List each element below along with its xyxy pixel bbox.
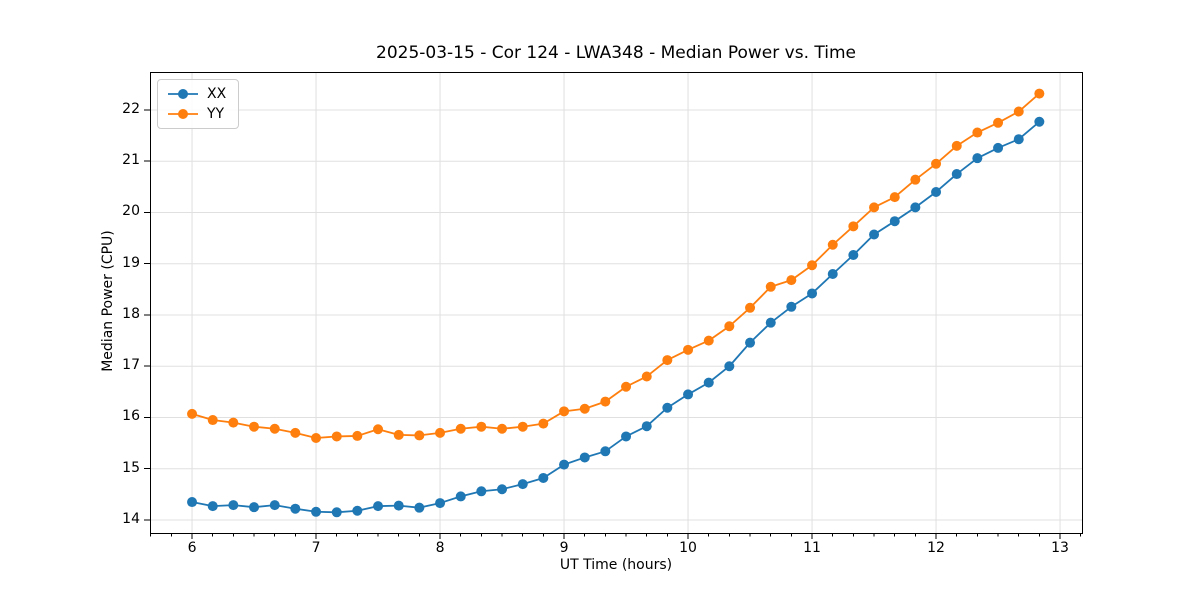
x-tick-label: 12 <box>927 540 945 556</box>
y-tick-label: 15 <box>122 459 140 476</box>
y-tick-label: 16 <box>122 408 140 425</box>
y-tick-label: 19 <box>122 254 140 271</box>
legend-item-yy: YY <box>167 107 226 121</box>
y-tick-label: 22 <box>122 100 140 117</box>
legend: XX YY <box>157 79 240 129</box>
legend-label: XX <box>207 86 227 102</box>
x-tick-label: 11 <box>803 540 821 556</box>
legend-label: YY <box>207 106 225 122</box>
y-axis-label: Median Power (CPU) <box>100 230 116 372</box>
y-tick-label: 14 <box>122 510 140 527</box>
legend-item-xx: XX <box>167 87 226 101</box>
legend-line-marker-icon <box>168 89 198 99</box>
x-tick-label: 13 <box>1051 540 1069 556</box>
x-tick-label: 9 <box>559 540 569 556</box>
y-tick-label: 20 <box>122 203 140 220</box>
x-tick-label: 10 <box>679 540 697 556</box>
x-tick-label: 7 <box>311 540 321 556</box>
x-tick-label: 6 <box>187 540 197 556</box>
legend-line-marker-icon <box>168 109 198 119</box>
y-tick-label: 17 <box>122 357 140 374</box>
x-axis-label: UT Time (hours) <box>559 557 673 573</box>
y-tick-label: 21 <box>122 152 140 169</box>
chart-title: 2025-03-15 - Cor 124 - LWA348 - Median P… <box>376 43 856 63</box>
y-tick-label: 18 <box>122 305 140 322</box>
x-tick-label: 8 <box>435 540 445 556</box>
